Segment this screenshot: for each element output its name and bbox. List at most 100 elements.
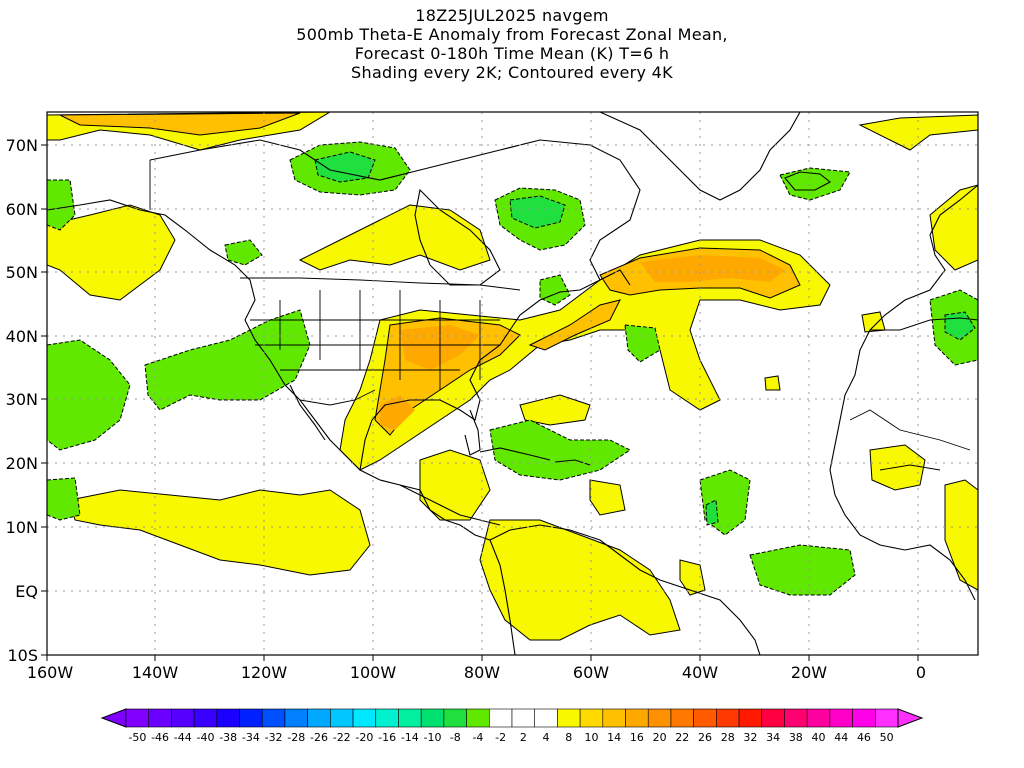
colorbar-label: 22 [675,731,689,744]
lon-label: 0 [916,663,926,682]
title-line-4: Shading every 2K; Contoured every 4K [351,63,673,82]
colorbar-label: 4 [543,731,550,744]
colorbar-swatch [761,708,785,728]
colorbar-label: 40 [812,731,826,744]
lat-label: 10S [7,646,38,665]
colorbar-label: 32 [743,731,757,744]
colorbar-label: -10 [424,731,442,744]
colorbar-label: -14 [401,731,419,744]
colorbar-swatch [375,708,399,728]
colorbar-label: 2 [520,731,527,744]
lon-label: 120W [241,663,288,682]
lat-label: 50N [6,263,38,282]
colorbar-label: -28 [287,731,305,744]
colorbar-label: 34 [766,731,780,744]
colorbar-swatch [330,708,354,728]
lon-label: 40W [682,663,718,682]
colorbar-label: -44 [174,731,192,744]
lat-label: 30N [6,390,38,409]
colorbar-swatch [806,708,831,728]
lon-label: 80W [464,663,500,682]
colorbar-swatch [625,708,649,728]
colorbar-label: -46 [151,731,169,744]
lat-labels: 70N 60N 50N 40N 30N 20N 10N EQ 10S [6,136,38,665]
colorbar-label: 20 [653,731,667,744]
lat-label: EQ [15,582,38,601]
colorbar-label: -20 [355,731,373,744]
colorbar-swatch [784,708,808,728]
colorbar: -50 -46 -44 -40 -38 -34 -32 -28 -26 -22 -20 -16 -14-… [100,708,924,744]
colorbar-swatch [557,708,581,728]
colorbar-label: -38 [219,731,237,744]
colorbar-label: -8 [450,731,461,744]
lat-label: 40N [6,327,38,346]
colorbar-swatch [307,708,331,728]
colorbar-swatch [352,708,377,728]
title-line-3: Forecast 0-180h Time Mean (K) T=6 h [354,44,670,63]
colorbar-label: 50 [880,731,894,744]
colorbar-label: -34 [242,731,260,744]
colorbar-swatch [511,708,536,728]
lon-labels: 160W 140W 120W 100W 80W 60W 40W 20W 0 [27,663,926,682]
lon-label: 100W [350,663,397,682]
colorbar-label: 28 [721,731,735,744]
colorbar-swatch [443,708,467,728]
colorbar-swatch [534,708,558,728]
title-line-1: 18Z25JUL2025 navgem [415,6,609,25]
colorbar-swatch [488,708,513,728]
negative-anomaly-mid-regions [314,151,976,526]
colorbar-swatch [829,708,853,728]
colorbar-label: -40 [196,731,214,744]
political-borders [149,160,971,471]
lat-label: 10N [6,518,38,537]
colorbar-label: -26 [310,731,328,744]
lon-label: 60W [573,663,609,682]
colorbar-swatch [670,708,694,728]
colorbar-swatch [261,708,286,728]
colorbar-swatch [852,708,876,728]
colorbar-label: 10 [584,731,598,744]
colorbar-swatch [398,708,422,728]
colorbar-swatch [738,708,763,728]
colorbar-label: 26 [698,731,712,744]
coastlines [47,112,978,655]
colorbar-swatch [647,708,672,728]
graticule [47,112,978,655]
lat-label: 60N [6,200,38,219]
colorbar-swatch [216,708,240,728]
lon-label: 140W [132,663,179,682]
colorbar-label: -32 [265,731,283,744]
colorbar-swatch [420,708,445,728]
colorbar-right-arrow [897,708,924,728]
colorbar-label: -4 [472,731,483,744]
lat-label: 70N [6,136,38,155]
title-line-2: 500mb Theta-E Anomaly from Forecast Zona… [296,25,728,44]
negative-anomaly-regions [47,141,978,596]
colorbar-label: 8 [565,731,572,744]
anomaly-fields [47,112,978,655]
colorbar-swatch [579,708,604,728]
colorbar-label: -50 [128,731,146,744]
colorbar-label: 16 [630,731,644,744]
colorbar-swatch [239,708,263,728]
colorbar-label: -2 [495,731,506,744]
colorbar-swatch [148,708,172,728]
colorbar-label: 46 [857,731,871,744]
axis-ticks [41,144,919,661]
colorbar-label: -16 [378,731,396,744]
lon-label: 20W [791,663,827,682]
plot-frame [46,111,979,656]
colorbar-label: 44 [834,731,848,744]
colorbar-label: 14 [607,731,621,744]
colorbar-swatch [466,708,490,728]
colorbar-swatch [171,708,195,728]
colorbar-swatch [716,708,740,728]
colorbar-label: -22 [333,731,351,744]
colorbar-label: 38 [789,731,803,744]
colorbar-swatch [874,708,899,728]
colorbar-swatch [602,708,626,728]
colorbar-swatch [284,708,308,728]
colorbar-swatch [125,708,150,728]
colorbar-left-arrow [100,708,127,728]
